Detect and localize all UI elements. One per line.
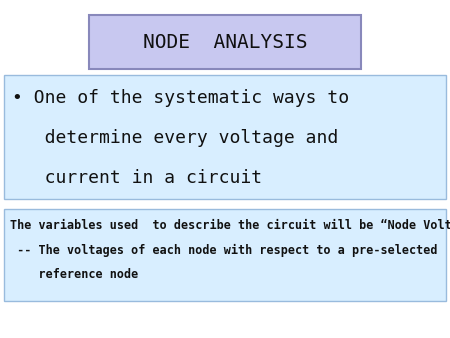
- FancyBboxPatch shape: [4, 75, 446, 199]
- FancyBboxPatch shape: [4, 209, 446, 301]
- Text: • One of the systematic ways to: • One of the systematic ways to: [12, 89, 349, 107]
- Text: The variables used  to describe the circuit will be “Node Voltages”: The variables used to describe the circu…: [10, 218, 450, 232]
- FancyBboxPatch shape: [89, 15, 361, 69]
- Text: NODE  ANALYSIS: NODE ANALYSIS: [143, 32, 307, 51]
- Text: current in a circuit: current in a circuit: [12, 169, 262, 187]
- Text: determine every voltage and: determine every voltage and: [12, 129, 338, 147]
- Text: reference node: reference node: [10, 268, 138, 282]
- Text: -- The voltages of each node with respect to a pre-selected: -- The voltages of each node with respec…: [10, 243, 437, 257]
